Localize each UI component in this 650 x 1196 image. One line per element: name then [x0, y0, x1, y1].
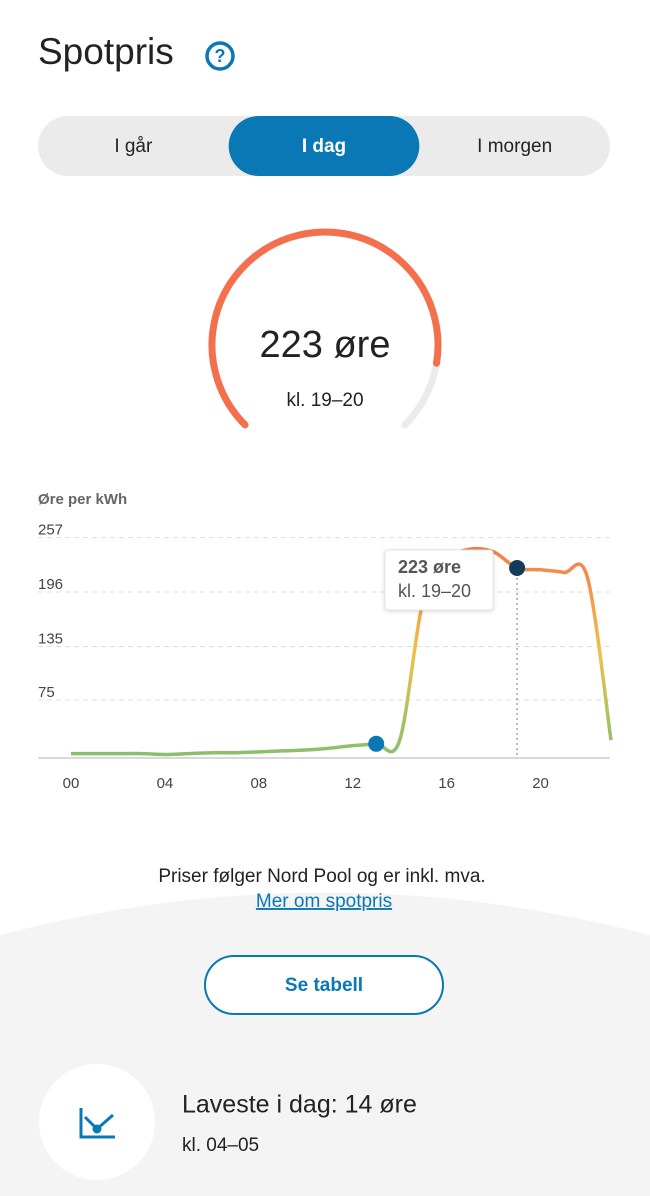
hour-marker	[509, 559, 526, 576]
y-tick-label: 135	[38, 630, 63, 647]
hour-marker	[368, 735, 385, 752]
table-button-label[interactable]: Se tabell	[285, 975, 363, 996]
gauge-value: 223 øre	[260, 324, 391, 366]
lowest-icon	[79, 1108, 115, 1139]
x-tick-label: 16	[438, 775, 455, 792]
bottom-background	[0, 892, 650, 1196]
lowest-icon-bg	[39, 1064, 155, 1180]
x-tick-label: 00	[63, 775, 80, 792]
tooltip-value: 223 øre	[398, 557, 461, 577]
y-tick-label: 75	[38, 684, 55, 701]
x-tick-label: 20	[532, 775, 549, 792]
gauge-arc	[208, 228, 442, 429]
gauge-track	[401, 359, 441, 429]
gauge-period: kl. 19–20	[286, 390, 363, 411]
table-button[interactable]	[204, 955, 444, 1015]
price-line	[71, 546, 613, 757]
page-title: Spotpris	[38, 31, 174, 72]
y-axis-label: Øre per kWh	[38, 491, 127, 508]
svg-text:?: ?	[215, 46, 226, 66]
x-tick-label: 08	[250, 775, 267, 792]
footer-note: Priser følger Nord Pool og er inkl. mva.	[158, 866, 485, 887]
lowest-period: kl. 04–05	[182, 1135, 259, 1156]
help-icon[interactable]: ?	[205, 41, 235, 71]
tab-label[interactable]: I går	[114, 136, 153, 157]
tab-selected[interactable]	[228, 116, 420, 176]
y-tick-label: 257	[38, 522, 63, 539]
more-link[interactable]: Mer om spotpris	[256, 891, 392, 912]
lowest-title: Laveste i dag: 14 øre	[182, 1091, 417, 1119]
tab-label[interactable]: I dag	[302, 136, 346, 157]
x-tick-label: 12	[344, 775, 361, 792]
x-tick-label: 04	[157, 775, 174, 792]
tooltip-box	[384, 549, 494, 611]
y-tick-label: 196	[38, 576, 63, 593]
tooltip-period: kl. 19–20	[398, 581, 471, 601]
tab-label[interactable]: I morgen	[477, 136, 552, 157]
